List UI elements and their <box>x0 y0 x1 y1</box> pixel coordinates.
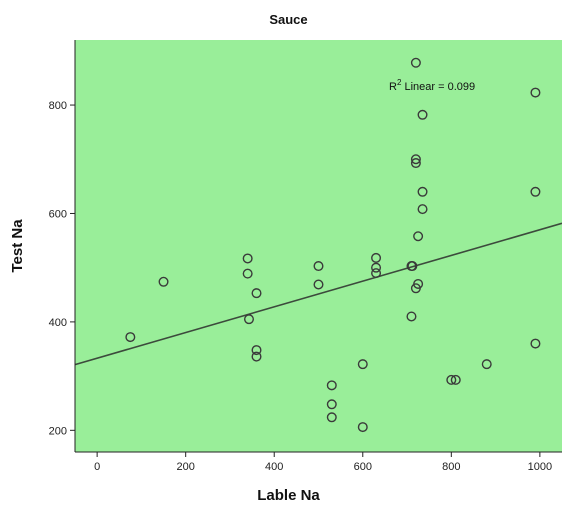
data-point <box>417 204 428 215</box>
data-point <box>326 399 337 410</box>
data-points-layer <box>125 57 541 433</box>
data-point <box>530 186 541 197</box>
data-point <box>357 422 368 433</box>
y-tick-label: 200 <box>49 425 67 437</box>
data-point <box>530 87 541 98</box>
data-point <box>371 252 382 263</box>
x-tick-label: 200 <box>177 461 195 473</box>
data-point <box>371 268 382 279</box>
data-point <box>251 288 262 299</box>
data-point <box>406 311 417 322</box>
data-point <box>357 359 368 370</box>
x-tick-label: 800 <box>442 461 460 473</box>
data-point <box>371 262 382 273</box>
x-tick-label: 600 <box>354 461 372 473</box>
data-point <box>446 374 457 385</box>
data-point <box>313 279 324 290</box>
fit-line-layer <box>74 222 562 366</box>
x-axis-title: Lable Na <box>257 487 320 504</box>
plot-area <box>75 40 562 452</box>
r2-annotation-value: Linear = 0.099 <box>401 81 475 93</box>
x-tick-label: 0 <box>94 461 100 473</box>
data-point <box>530 338 541 349</box>
data-point <box>326 412 337 423</box>
data-point <box>407 261 418 272</box>
y-tick-label: 600 <box>49 208 67 220</box>
y-tick-label: 800 <box>49 100 67 112</box>
data-point <box>417 109 428 120</box>
data-point <box>413 231 424 242</box>
data-point <box>450 374 461 385</box>
data-point <box>417 186 428 197</box>
data-point <box>313 261 324 272</box>
data-point <box>481 359 492 370</box>
y-axis-title: Test Na <box>9 219 26 273</box>
fit-line <box>74 222 562 366</box>
data-point <box>413 278 424 289</box>
data-point <box>251 351 262 362</box>
data-point <box>242 268 253 279</box>
data-point <box>251 345 262 356</box>
data-point <box>410 158 421 169</box>
data-point <box>125 332 136 343</box>
x-tick-label: 400 <box>265 461 283 473</box>
axes-layer: 0 200 400 600 800 1000 200 400 600 800 <box>49 40 562 473</box>
r2-annotation-base: R <box>389 81 397 93</box>
chart-title: Sauce <box>269 12 307 27</box>
data-point <box>326 380 337 391</box>
data-point <box>410 154 421 165</box>
data-point <box>158 276 169 287</box>
data-point <box>242 253 253 264</box>
y-tick-label: 400 <box>49 317 67 329</box>
data-point <box>243 314 254 325</box>
r2-annotation-superscript: 2 <box>397 78 402 87</box>
x-tick-label: 1000 <box>528 461 552 473</box>
r2-annotation: R2 Linear = 0.099 <box>389 78 475 93</box>
data-point <box>410 57 421 68</box>
